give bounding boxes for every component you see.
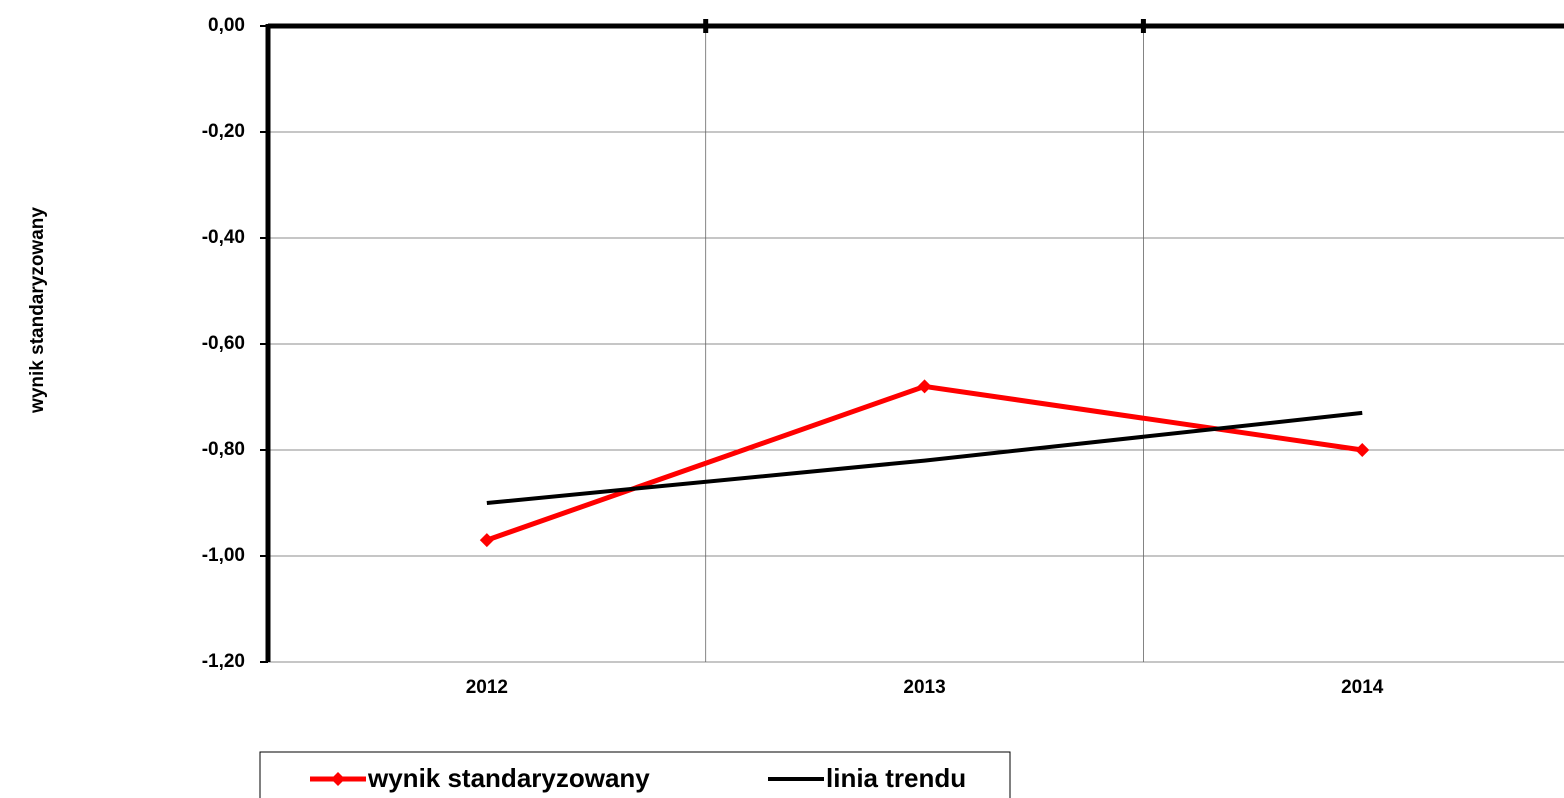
y-tick-label: -0,20 (202, 121, 245, 142)
legend-marker (331, 772, 345, 786)
marker (479, 533, 494, 548)
y-tick-label: -0,80 (202, 439, 245, 460)
y-tick-label: -0,60 (202, 333, 245, 354)
x-tick-label: 2013 (903, 677, 945, 698)
legend-label: linia trendu (826, 763, 966, 793)
x-tick-label: 2012 (466, 677, 508, 698)
legend-box (259, 751, 1011, 798)
y-axis-label: wynik standaryzowany (27, 207, 48, 414)
series-line (486, 410, 1363, 505)
x-tick-label: 2014 (1341, 677, 1384, 698)
y-tick-label: -0,40 (202, 227, 245, 248)
marker (1355, 443, 1370, 457)
marker (917, 379, 932, 394)
y-tick-label: -1,20 (202, 651, 245, 672)
y-tick-label: -1,00 (202, 545, 245, 566)
y-tick-label: 0,00 (208, 15, 245, 36)
legend-label: wynik standaryzowany (367, 763, 650, 793)
series-line (486, 383, 1363, 543)
